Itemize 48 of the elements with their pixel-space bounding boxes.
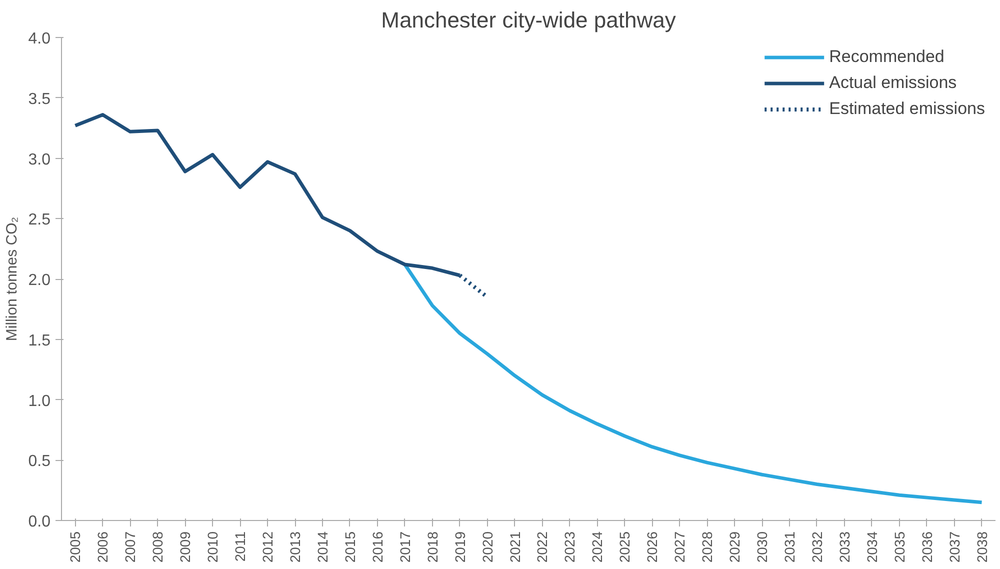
x-tick-label: 2020 [479, 531, 496, 563]
y-axis-title: Million tonnes CO₂ [3, 216, 20, 342]
y-tick-label: 1.5 [28, 332, 51, 350]
x-tick-label: 2027 [672, 531, 688, 563]
x-tick-label: 2008 [150, 531, 166, 563]
x-tick-label: 2019 [452, 531, 468, 563]
x-tick-label: 2015 [342, 531, 358, 563]
x-tick-label: 2007 [122, 531, 138, 563]
x-tick-label: 2016 [369, 531, 386, 563]
x-tick-label: 2018 [424, 531, 440, 563]
x-tick-label: 2028 [699, 531, 716, 563]
x-tick-label: 2009 [177, 531, 194, 563]
y-tick-label: 3.5 [28, 90, 51, 108]
x-tick-label: 2031 [781, 531, 798, 563]
x-tick-label: 2006 [94, 531, 111, 563]
x-tick-label: 2037 [946, 531, 962, 563]
y-tick-label: 2.0 [28, 272, 51, 289]
x-tick-label: 2010 [204, 531, 221, 563]
x-tick-label: 2025 [616, 531, 633, 563]
x-tick-label: 2026 [644, 531, 660, 563]
x-tick-label: 2012 [260, 531, 276, 563]
x-tick-label: 2034 [864, 531, 880, 563]
chart-title: Manchester city-wide pathway [381, 8, 676, 32]
x-tick-label: 2032 [808, 531, 825, 563]
x-tick-label: 2014 [314, 531, 330, 563]
legend-label: Recommended [829, 47, 944, 67]
x-tick-label: 2011 [232, 531, 248, 562]
x-tick-label: 2029 [726, 531, 743, 563]
x-tick-label: 2036 [918, 531, 935, 563]
y-tick-label: 0.5 [28, 453, 51, 470]
x-tick-label: 2023 [562, 531, 578, 563]
legend-label: Actual emissions [829, 73, 957, 93]
x-tick-label: 2013 [287, 531, 303, 563]
y-tick-label: 4.0 [28, 30, 51, 48]
y-tick-label: 2.5 [28, 212, 51, 229]
x-tick-label: 2017 [396, 531, 413, 563]
x-tick-label: 2038 [974, 531, 990, 563]
x-tick-label: 2005 [67, 531, 84, 563]
y-tick-label: 3.0 [28, 151, 51, 168]
x-tick-label: 2022 [534, 531, 550, 563]
x-tick-label: 2030 [754, 531, 770, 563]
y-tick-label: 0.0 [28, 514, 51, 530]
x-tick-label: 2024 [589, 531, 606, 563]
x-tick-label: 2033 [836, 531, 852, 563]
legend-label: Estimated emissions [829, 99, 985, 119]
y-tick-label: 1.0 [28, 392, 51, 410]
x-tick-label: 2021 [506, 531, 523, 563]
x-tick-label: 2035 [891, 531, 908, 563]
